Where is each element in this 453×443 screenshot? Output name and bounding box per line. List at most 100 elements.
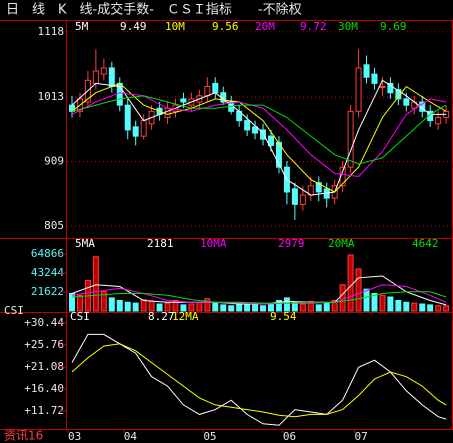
y-tick-label: 1118 (38, 25, 65, 38)
candle-body (100, 67, 107, 75)
legend-value: 9.69 (380, 20, 407, 33)
candle-body (379, 86, 386, 89)
x-tick-label: 04 (124, 430, 138, 443)
volume-bar (355, 268, 362, 312)
y-tick-label: +16.40 (24, 382, 64, 395)
volume-bar (411, 302, 418, 312)
candle-body (204, 86, 211, 97)
x-tick-label: 03 (68, 430, 81, 443)
volume-bar (315, 304, 322, 312)
volume-bar (307, 300, 314, 312)
volume-bar (443, 305, 450, 312)
legend-value: 9.49 (120, 20, 147, 33)
volume-bar (419, 303, 426, 312)
volume-bar (299, 303, 306, 312)
line (71, 343, 447, 418)
candle-body (299, 194, 306, 205)
legend-name: CSI (70, 310, 90, 323)
legend-name: 10M (165, 20, 185, 33)
volume-bar (116, 300, 123, 312)
candle-body (435, 117, 442, 125)
y-tick-label: 43244 (31, 266, 64, 279)
volume-bar (347, 254, 354, 312)
volume-bar (92, 256, 99, 312)
volume-bar (363, 288, 370, 312)
volume-bar (100, 291, 107, 312)
legend-name: 30M (338, 20, 358, 33)
candle-body (164, 107, 171, 119)
volume-bar (395, 300, 402, 312)
candle-body (260, 129, 267, 140)
legend-name: 5MA (75, 237, 95, 250)
legend-value: 2181 (147, 237, 174, 250)
x-tick-label: 07 (355, 430, 368, 443)
volume-bar (140, 299, 147, 312)
legend-value: 8.27 (148, 310, 175, 323)
volume-bar (164, 302, 171, 312)
volume-bar (108, 297, 115, 312)
legend-name: 10MA (200, 237, 227, 250)
chart-title: 日 线 K 线-成交手数- ＣＳＩ指标 -不除权 (6, 2, 302, 18)
candle-body (339, 166, 346, 187)
candle-body (268, 135, 274, 146)
volume-bar (403, 301, 410, 312)
volume-bar (260, 305, 267, 312)
volume-bar (323, 302, 330, 312)
volume-bar (228, 305, 235, 312)
y-tick-label: +11.72 (24, 404, 64, 417)
volume-bar (69, 293, 75, 312)
volume-bar (156, 303, 163, 312)
candle-body (92, 70, 99, 84)
y-tick-label: 909 (44, 155, 64, 168)
legend-value: 9.72 (300, 20, 327, 33)
y-tick-label: +21.08 (24, 360, 64, 373)
candle-body (275, 141, 282, 168)
candle-body (252, 126, 259, 134)
volume-bar (124, 301, 131, 312)
line (71, 291, 447, 304)
candle-body (244, 120, 251, 131)
volume-bar (172, 300, 179, 312)
panel-label: CSI (4, 304, 24, 317)
x-tick-label: 06 (283, 430, 296, 443)
volume-bar (435, 305, 442, 312)
line (71, 92, 447, 178)
line (71, 82, 447, 193)
volume-bar (132, 302, 139, 312)
volume-bar (204, 298, 211, 312)
volume-bar (180, 304, 187, 312)
volume-bar (427, 304, 434, 312)
volume-bar (283, 297, 290, 312)
legend-name: 12MA (172, 310, 199, 323)
legend-value: 9.56 (212, 20, 239, 33)
volume-bar (212, 302, 219, 312)
x-tick-label: 05 (203, 430, 216, 443)
y-tick-label: 21622 (31, 285, 64, 298)
candle-body (387, 82, 394, 94)
candle-body (212, 82, 219, 94)
candle-body (132, 126, 139, 137)
candle-body (124, 104, 131, 131)
candle-body (403, 98, 410, 106)
legend-name: 20M (255, 20, 275, 33)
legend-value: 4642 (412, 237, 439, 250)
candle-body (427, 110, 434, 122)
legend-name: 20MA (328, 237, 355, 250)
volume-bar (331, 300, 338, 312)
candle-body (371, 73, 378, 84)
volume-bar (220, 304, 227, 312)
volume-bar (339, 284, 346, 312)
line (71, 284, 447, 305)
legend-name: 5M (75, 20, 89, 33)
y-tick-label: +25.76 (24, 338, 64, 351)
candle-body (347, 110, 354, 168)
y-tick-label: 1013 (38, 90, 65, 103)
volume-bar (188, 303, 195, 312)
candle-body (140, 120, 147, 137)
line (71, 95, 447, 165)
volume-bar (275, 300, 282, 312)
line (71, 79, 447, 196)
candle-body (291, 188, 298, 205)
